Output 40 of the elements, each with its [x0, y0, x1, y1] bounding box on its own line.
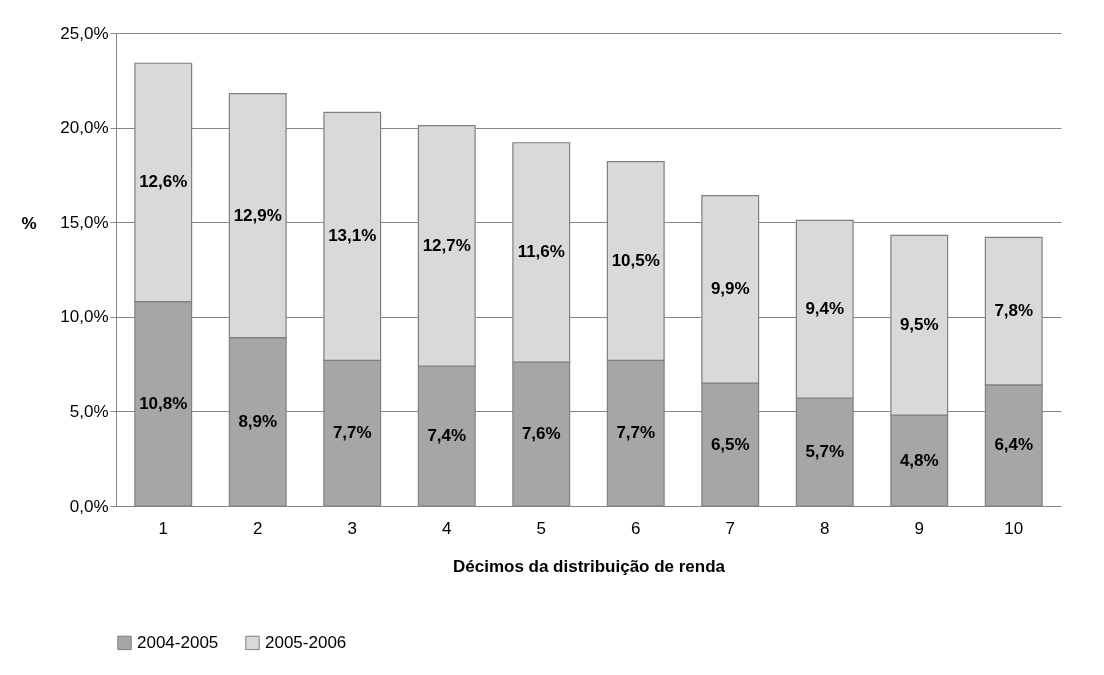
legend-label: 2004-2005: [137, 632, 219, 652]
x-tick-label: 6: [631, 518, 641, 538]
data-label: 11,6%: [517, 242, 565, 262]
x-tick-label: 10: [1004, 518, 1024, 538]
y-tick-label: 25,0%: [60, 23, 109, 43]
data-label: 12,7%: [422, 235, 471, 255]
data-label: 9,4%: [805, 299, 845, 319]
data-label: 7,4%: [427, 426, 467, 445]
x-tick-label: 8: [820, 518, 830, 538]
y-tick-label: 10,0%: [60, 307, 109, 327]
y-tick-label: 0,0%: [69, 496, 109, 516]
x-tick-label: 1: [158, 518, 168, 538]
data-label: 10,8%: [139, 393, 188, 413]
legend-label: 2005-2006: [265, 632, 347, 652]
data-label: 6,4%: [994, 435, 1034, 455]
data-label: 8,9%: [238, 411, 278, 431]
data-label: 7,8%: [994, 301, 1034, 321]
y-tick-label: 20,0%: [60, 118, 109, 138]
x-axis-title: Décimos da distribuição de renda: [452, 556, 726, 576]
data-label: 7,6%: [521, 424, 561, 444]
data-label: 6,5%: [710, 434, 750, 454]
data-label: 10,5%: [611, 250, 660, 270]
x-tick-label: 5: [536, 518, 546, 538]
data-label: 9,5%: [899, 315, 939, 335]
x-tick-label: 2: [253, 518, 263, 538]
data-label: 7,7%: [616, 423, 656, 443]
y-tick-label: 5,0%: [69, 401, 109, 421]
x-tick-label: 4: [442, 518, 452, 538]
data-label: 4,8%: [899, 450, 939, 470]
data-label: 5,7%: [805, 442, 845, 462]
data-label: 13,1%: [328, 226, 377, 246]
x-tick-label: 7: [725, 518, 735, 538]
y-axis-title: %: [21, 213, 37, 233]
data-label: 7,7%: [332, 423, 372, 443]
x-tick-label: 3: [347, 518, 357, 538]
data-label: 12,6%: [139, 172, 188, 192]
data-label: 12,9%: [233, 205, 282, 225]
x-tick-label: 9: [914, 518, 924, 538]
data-label: 9,9%: [710, 279, 750, 299]
y-tick-label: 15,0%: [60, 212, 109, 232]
